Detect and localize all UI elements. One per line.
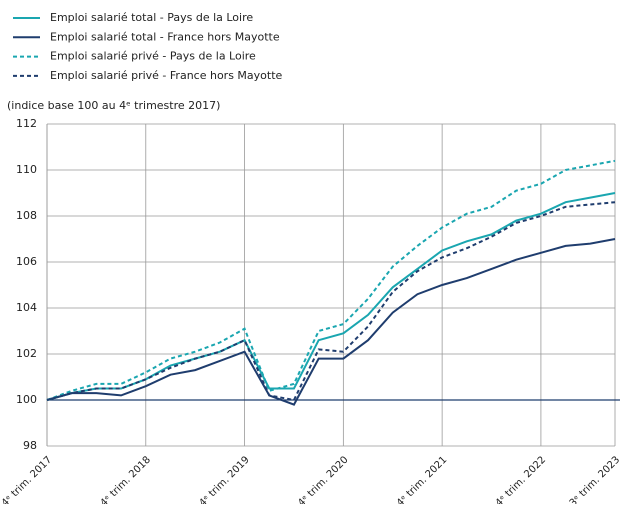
y-tick-label: 104 [16,301,37,314]
legend-label: Emploi salarié privé - Pays de la Loire [50,50,256,63]
y-tick-label: 106 [16,255,37,268]
x-tick-label: 4ᵉ trim. 2020 [296,454,351,504]
y-tick-label: 112 [16,117,37,130]
line [46,159,616,401]
x-tick-label: 4ᵉ trim. 2021 [395,454,450,504]
legend-label: Emploi salarié total - Pays de la Loire [50,11,253,24]
x-tick-label: 4ᵉ trim. 2017 [0,454,54,504]
y-tick-label: 100 [16,393,37,406]
x-tick-label: 4ᵉ trim. 2022 [494,454,549,504]
legend-label: Emploi salarié privé - France hors Mayot… [50,69,283,82]
legend-label: Emploi salarié total - France hors Mayot… [50,30,280,43]
y-tick-label: 98 [23,439,37,452]
y-tick-label: 110 [16,163,37,176]
line [46,201,616,402]
line [46,192,616,401]
x-tick-label: 4ᵉ trim. 2018 [99,454,154,504]
x-tick-label: 3ᵉ trim. 2023 [568,454,623,504]
x-tick-label: 4ᵉ trim. 2019 [197,454,252,504]
y-axis-label: (indice base 100 au 4ᵉ trimestre 2017) [7,99,220,112]
line [46,238,616,406]
y-tick-label: 102 [16,347,37,360]
y-tick-label: 108 [16,209,37,222]
